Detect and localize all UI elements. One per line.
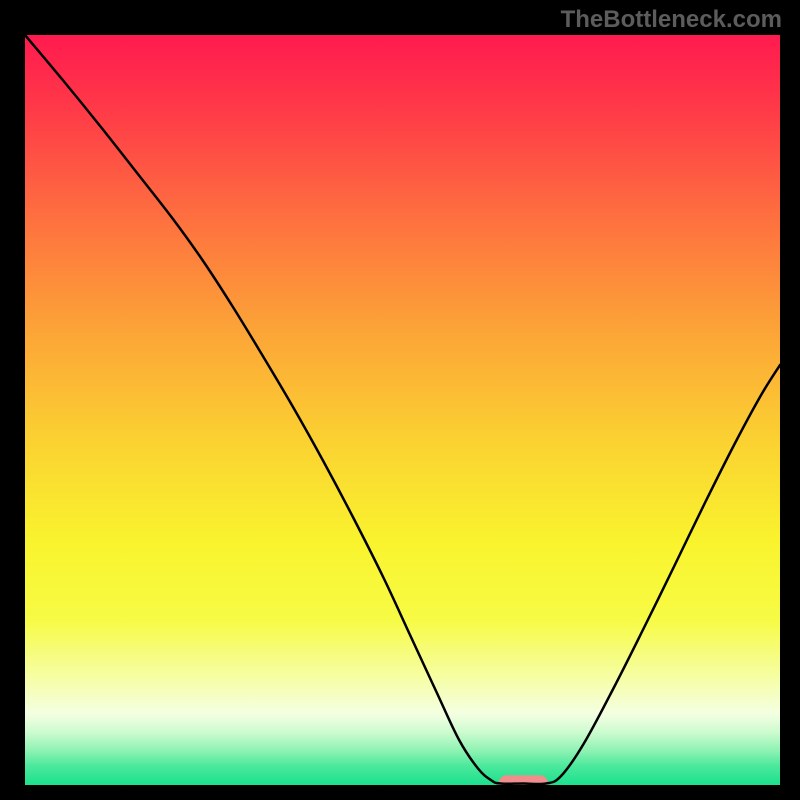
gradient-background — [25, 35, 780, 785]
plot-area — [25, 35, 780, 785]
watermark-text: TheBottleneck.com — [561, 6, 782, 34]
chart-svg — [25, 35, 780, 785]
chart-frame: TheBottleneck.com — [0, 0, 800, 800]
